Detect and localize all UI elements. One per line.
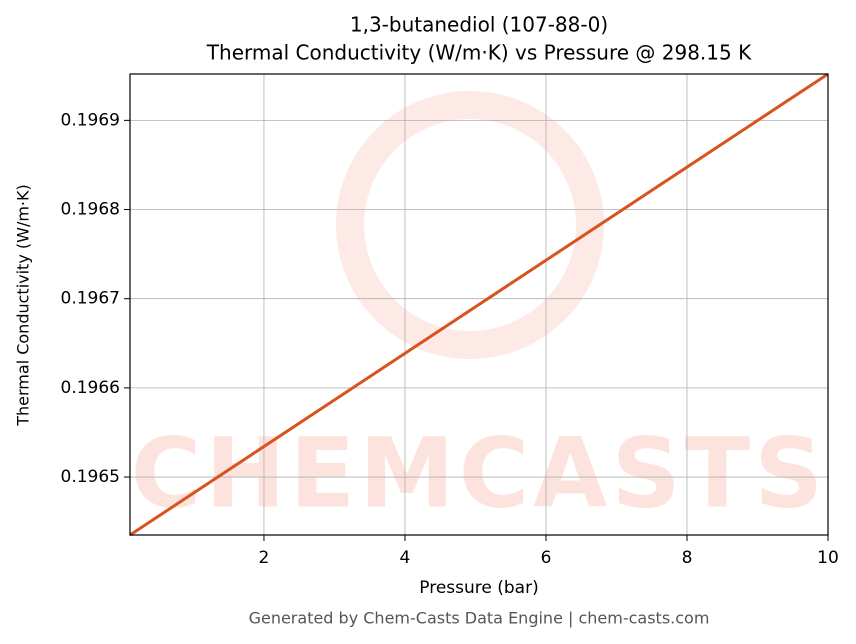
x-tick-label: 6 [541, 548, 552, 568]
axes-frame [129, 73, 829, 536]
chart-title: 1,3-butanediol (107-88-0) [350, 13, 608, 37]
x-axis-label: Pressure (bar) [419, 578, 538, 598]
x-tick-label: 10 [817, 548, 839, 568]
x-tick-label: 2 [259, 548, 270, 568]
y-tick-label: 0.1967 [61, 289, 120, 309]
y-tick-label: 0.1966 [61, 378, 120, 398]
footer: Generated by Chem-Casts Data Engine | ch… [249, 609, 710, 628]
y-tick-label: 0.1965 [61, 467, 120, 487]
data-line [129, 72, 829, 537]
watermark: CHEMCASTS [131, 417, 827, 529]
y-axis-label: Thermal Conductivity (W/m·K) [14, 184, 33, 427]
x-tick-label: 4 [400, 548, 411, 568]
watermark-logo [336, 91, 604, 359]
y-tick-label: 0.1969 [61, 110, 120, 130]
x-tick-label: 8 [682, 548, 693, 568]
y-tick-label: 0.1968 [61, 200, 120, 220]
chart-subtitle: Thermal Conductivity (W/m·K) vs Pressure… [206, 41, 752, 65]
